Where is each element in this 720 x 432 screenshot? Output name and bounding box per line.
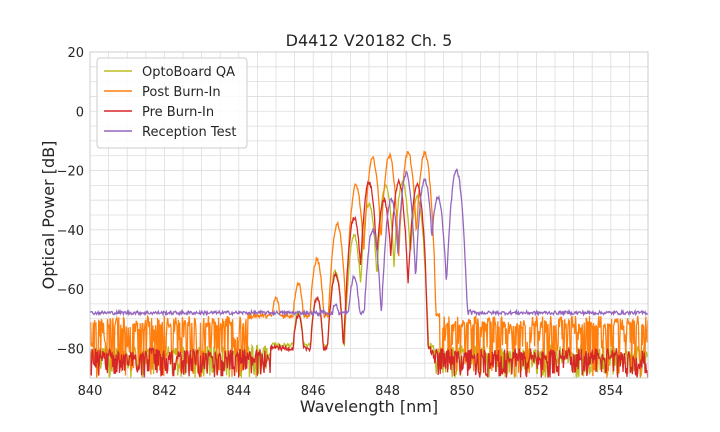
x-tick-label: 854 [598, 384, 623, 399]
series-line-reception-test [90, 168, 648, 318]
x-tick-label: 850 [450, 384, 475, 399]
y-tick-label: 20 [67, 46, 84, 61]
x-tick-labels: 840 842 844 846 848 850 852 854 [78, 384, 624, 399]
y-tick-label: 0 [76, 105, 84, 120]
x-tick-label: 842 [152, 384, 177, 399]
y-tick-label: −60 [57, 283, 84, 298]
legend-entry: Post Burn-In [142, 85, 221, 100]
x-axis-label: Wavelength [nm] [300, 397, 438, 416]
series-line-pre-burn-in [90, 177, 648, 378]
x-tick-label: 840 [78, 384, 103, 399]
y-axis-label: Optical Power [dB] [39, 141, 58, 290]
x-tick-label: 844 [226, 384, 251, 399]
y-tick-labels: 20 0 −20 −40 −60 −80 [57, 46, 84, 357]
chart-title: D4412 V20182 Ch. 5 [286, 31, 453, 50]
plot-frame [89, 51, 649, 379]
legend-entry: Pre Burn-In [142, 105, 214, 120]
y-tick-label: −20 [57, 165, 84, 180]
legend-entry: Reception Test [142, 125, 236, 140]
legend-box [96, 57, 248, 149]
y-tick-label: −40 [57, 224, 84, 239]
y-tick-label: −80 [57, 342, 84, 357]
x-tick-label: 848 [375, 384, 400, 399]
legend-entry: OptoBoard QA [142, 65, 235, 80]
legend: OptoBoard QA Post Burn-In Pre Burn-In Recep… [96, 57, 248, 149]
plot-area [90, 150, 648, 378]
x-tick-label: 852 [524, 384, 549, 399]
x-tick-label: 846 [301, 384, 326, 399]
